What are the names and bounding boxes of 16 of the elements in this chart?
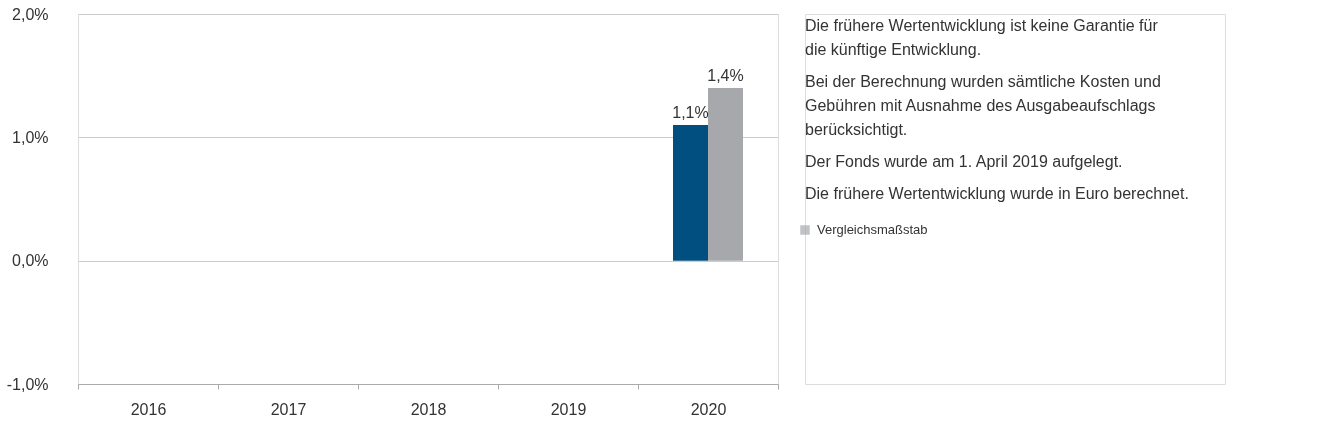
text: Bei der Berechnung wurden sämtliche Kosten und Gebühren mit Ausnahme des Ausgabeaufschlags berücksichtigt. (805, 73, 1161, 138)
x-tick-label: 2018 (410, 400, 447, 418)
text: Die frühere Wertentwicklung ist keine Garantie für die künftige Entwicklung. (805, 17, 1159, 58)
x-tick-label: 2016 (130, 400, 167, 418)
x-tick-label: 2020 (690, 400, 727, 418)
y-tick-label: 0,0% (12, 252, 49, 270)
data-label: 1,4% (707, 67, 744, 84)
y-tick-label: 2,0% (12, 5, 49, 23)
y-tick-label: -1,0% (6, 375, 49, 393)
legend-label: Vergleichsmaßstab (817, 222, 928, 237)
text: Der Fonds wurde am 1. April 2019 aufgelegt. (805, 153, 1123, 170)
data-label: 1,1% (672, 104, 709, 121)
x-tick-label: 2017 (270, 400, 307, 418)
text: Die frühere Wertentwicklung wurde in Euro berechnet. (805, 185, 1189, 202)
y-tick-label: 1,0% (12, 128, 49, 146)
x-tick-label: 2019 (550, 400, 587, 418)
